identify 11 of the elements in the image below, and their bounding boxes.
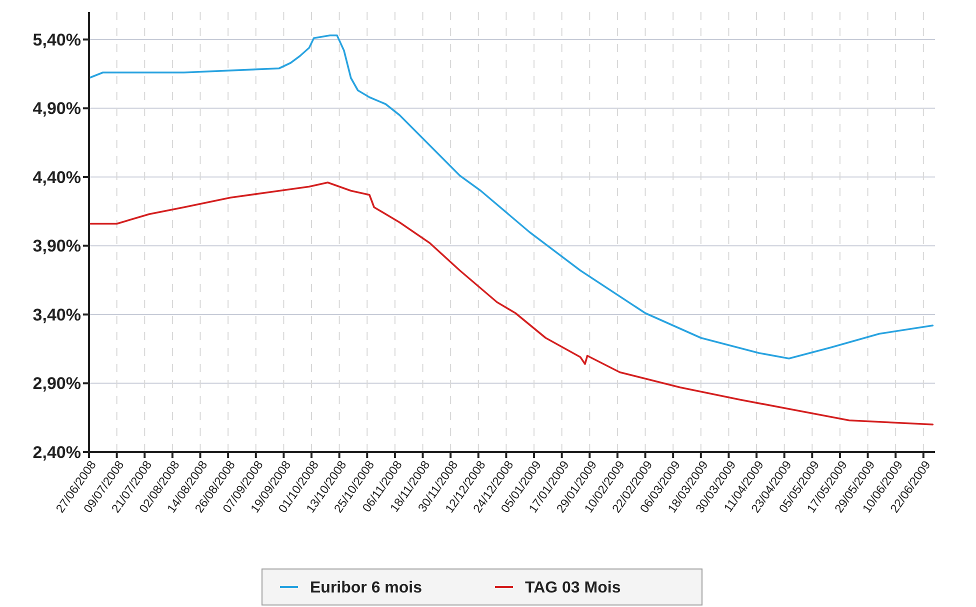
y-tick-label: 3,40% [32, 305, 81, 324]
y-tick-label: 3,90% [32, 236, 81, 256]
y-tick-label: 5,40% [32, 30, 81, 50]
y-tick-label: 2,90% [32, 374, 81, 394]
line-series [88, 34, 934, 360]
y-tick-label: 4,90% [32, 99, 81, 118]
y-tick-label: 4,40% [32, 168, 81, 187]
y-tick-label: 2,40% [32, 442, 81, 462]
legend-label: TAG 03 Mois [525, 580, 621, 597]
line-series [88, 182, 934, 426]
legend-label: Euribor 6 mois [310, 580, 422, 597]
